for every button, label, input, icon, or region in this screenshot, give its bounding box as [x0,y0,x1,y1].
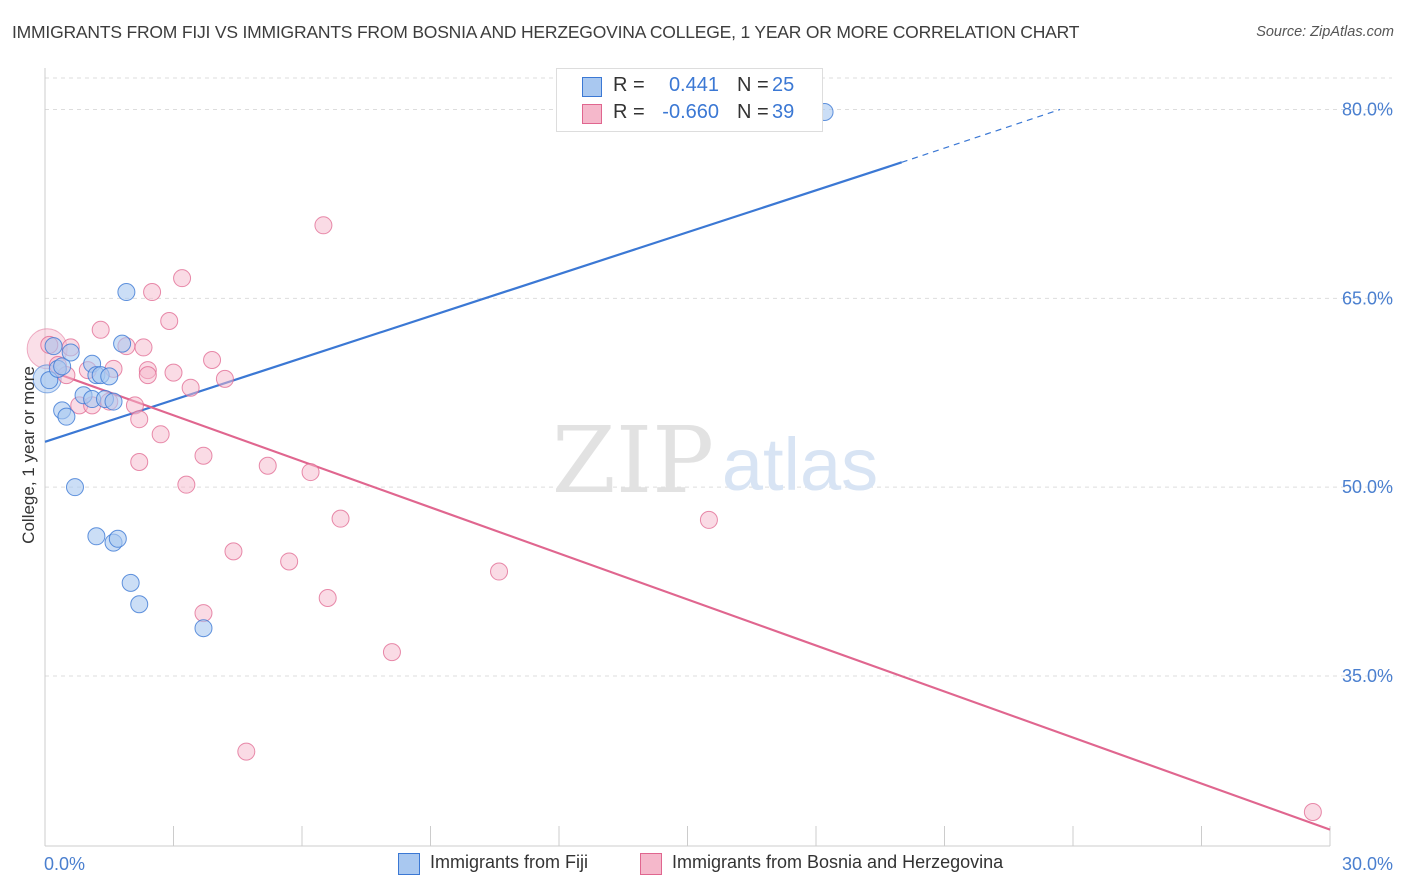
bosnia-point [1303,803,1322,822]
bosnia-point [280,552,299,571]
legend-n-label: N = [737,101,769,123]
data-points [26,102,1322,822]
fiji-point [108,529,127,548]
bosnia-point [160,311,179,330]
fiji-swatch [582,77,602,97]
fiji-point [100,367,119,386]
bosnia-point [164,363,183,382]
bosnia-point [138,366,157,385]
fiji-point [117,283,136,302]
bosnia-point [134,338,153,357]
fiji-point [53,357,72,376]
source-label: Source: ZipAtlas.com [1256,24,1394,40]
legend-r-label: R = [613,101,645,123]
bosnia-point [181,378,200,397]
legend-r-label: R = [613,74,645,96]
bosnia-point [301,463,320,482]
axes [44,68,1331,847]
fiji-point [130,595,149,614]
fiji-point [87,527,106,546]
y-axis-label: College, 1 year or more [19,366,38,544]
bosnia-point [224,542,243,561]
fiji-point [61,343,80,362]
legend-n-value: 25 [772,74,795,96]
x-tick-label: 0.0% [44,854,85,874]
x-tick-label: 30.0% [1342,854,1393,874]
bosnia-point [143,283,162,302]
bosnia-point [318,588,337,607]
bosnia-point [203,351,222,370]
bosnia-swatch [582,104,602,124]
correlation-legend: R = 0.441 N = 25 R = -0.660 N = 39 [556,68,823,132]
y-tick-label: 65.0% [1342,288,1393,308]
bosnia-point [173,269,192,288]
legend-row-bosnia: R = -0.660 N = 39 [557,101,822,127]
y-tick-label: 50.0% [1342,477,1393,497]
fiji-legend-label: Immigrants from Fiji [430,852,589,872]
bosnia-trend-line [57,372,1331,831]
bosnia-point [382,643,401,662]
bosnia-legend-swatch [640,853,662,875]
fiji-trend-line [44,161,903,443]
bosnia-point [331,509,350,528]
legend-n-label: N = [737,74,769,96]
legend-row-fiji: R = 0.441 N = 25 [557,74,822,100]
watermark-atlas: atlas [722,423,878,506]
bosnia-point [177,475,196,494]
bosnia-legend-label: Immigrants from Bosnia and Herzegovina [672,852,1004,872]
bosnia-point [194,446,213,465]
bosnia-point [314,216,333,235]
bosnia-point [215,369,234,388]
bosnia-point [490,562,509,581]
bosnia-point [258,456,277,475]
bosnia-point [699,510,718,529]
watermark: ZIP atlas [552,407,878,514]
fiji-point [104,392,123,411]
fiji-point [57,407,76,426]
fiji-point [121,573,140,592]
y-tick-label: 80.0% [1342,99,1393,119]
bosnia-point [130,453,149,471]
watermark-zip: ZIP [552,407,714,514]
fiji-point [194,619,213,638]
legend-n-value: 39 [772,101,795,123]
bosnia-point [91,320,110,339]
bosnia-point [194,604,213,623]
fiji-point [65,478,84,497]
chart-title: IMMIGRANTS FROM FIJI VS IMMIGRANTS FROM … [12,22,1080,42]
y-tick-label: 35.0% [1342,666,1393,686]
bosnia-point [237,742,256,761]
fiji-point [44,337,63,356]
tick-labels: 35.0% 50.0% 65.0% 80.0% 0.0% 30.0% [44,99,1393,874]
legend-r-value: 0.441 [668,74,719,96]
bosnia-point [151,425,170,444]
fiji-trend-extension [901,108,1061,163]
fiji-legend-swatch [398,853,420,875]
bosnia-point [130,410,149,429]
legend-r-value: -0.660 [662,101,719,123]
fiji-point [113,334,132,353]
